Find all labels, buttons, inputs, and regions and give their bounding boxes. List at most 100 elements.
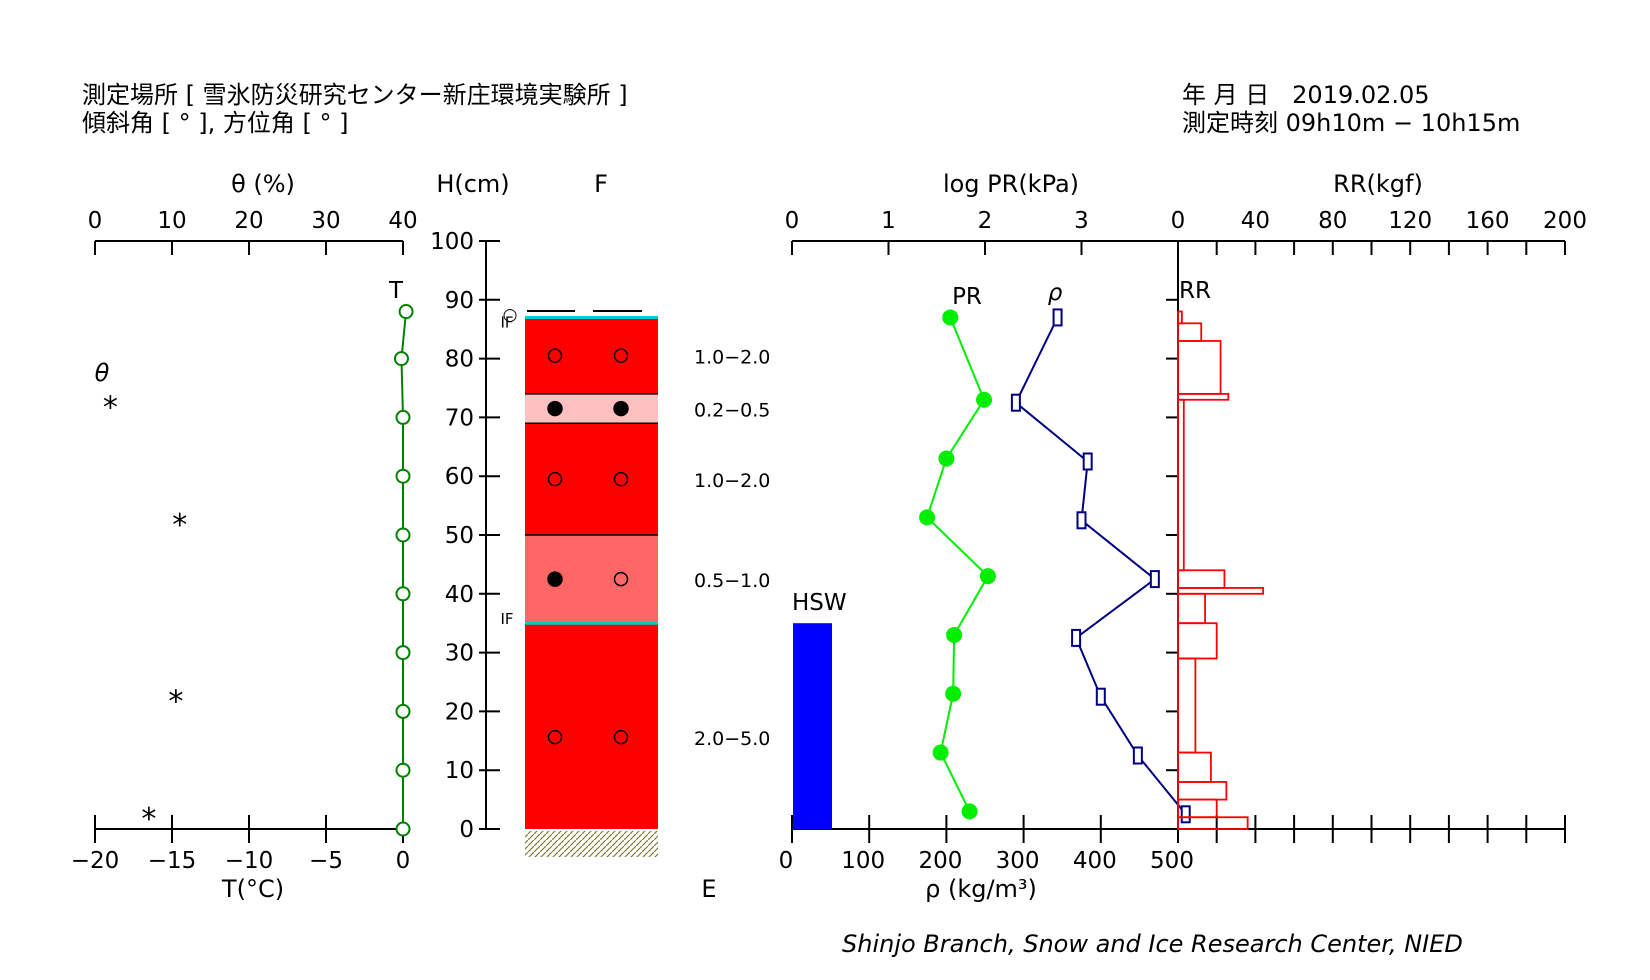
height-tick-label: 90	[445, 288, 474, 314]
temperature-point	[393, 351, 409, 367]
rr-tick-label: 200	[1543, 208, 1587, 234]
density-point	[1076, 511, 1087, 530]
column-label-f: F	[594, 170, 608, 198]
time-value: 09h10m − 10h15m	[1285, 109, 1521, 137]
density-tick-label: 100	[841, 848, 885, 874]
rr-tick-label: 120	[1388, 208, 1432, 234]
density-axis-title: ρ (kg/m³)	[925, 875, 1037, 903]
rr-bar	[1177, 398, 1185, 572]
footer-credit: Shinjo Branch, Snow and Ice Research Cen…	[842, 930, 1463, 958]
rr-bar	[1177, 622, 1218, 660]
grain-shape-mark	[547, 348, 563, 363]
theta-series-label: θ	[95, 359, 110, 387]
date-value: 2019.02.05	[1292, 81, 1430, 109]
rr-tick-label: 0	[1171, 208, 1186, 234]
height-tick-label: 70	[445, 405, 474, 431]
rr-bar	[1177, 310, 1183, 325]
pr-series-label: PR	[952, 284, 982, 310]
grain-shape-mark	[613, 400, 629, 417]
density-point	[1010, 393, 1021, 412]
rr-axis-title: RR(kgf)	[1333, 170, 1423, 198]
theta-point: *	[141, 802, 156, 837]
density-tick-label: 500	[1150, 848, 1194, 874]
pr-line	[925, 317, 990, 812]
date-label: 年 月 日	[1182, 81, 1270, 109]
snow-layer	[525, 623, 658, 829]
rr-bar	[1177, 569, 1226, 589]
density-point	[1082, 452, 1093, 471]
rr-bar	[1177, 657, 1197, 754]
temperature-point	[395, 409, 411, 425]
temperature-axis-title: T(°C)	[221, 875, 284, 903]
height-tick-label: 40	[445, 582, 474, 608]
height-tick-label: 0	[459, 817, 474, 843]
grain-size-label: 2.0−5.0	[694, 728, 770, 750]
temperature-point	[395, 703, 411, 719]
grain-size-label: 1.0−2.0	[694, 470, 770, 492]
time-row: 測定時刻 09h10m − 10h15m	[1182, 110, 1520, 137]
height-tick-label: 100	[430, 229, 474, 255]
temperature-point	[398, 304, 414, 320]
temperature-point	[395, 527, 411, 543]
surface-mark: ○	[503, 305, 518, 325]
density-tick-label: 400	[1073, 848, 1117, 874]
rr-tick-label: 40	[1241, 208, 1270, 234]
column-label-e: E	[701, 875, 716, 903]
temperature-tick-label: 0	[396, 848, 411, 874]
temperature-series-label: T	[388, 278, 404, 304]
grain-shape-mark	[613, 348, 629, 363]
ground-hatch	[525, 831, 658, 857]
pr-point	[946, 626, 963, 643]
pr-tick-label: 0	[785, 208, 800, 234]
height-tick-label: 10	[445, 758, 474, 784]
height-axis-title: H(cm)	[436, 170, 509, 198]
rr-bar	[1177, 751, 1212, 783]
temperature-tick-label: −5	[309, 848, 343, 874]
rr-bar	[1177, 587, 1265, 595]
grain-shape-mark	[613, 571, 629, 587]
density-point	[1149, 570, 1160, 589]
pr-point	[945, 685, 962, 702]
temperature-point	[395, 645, 411, 661]
rr-tick-label: 80	[1318, 208, 1347, 234]
theta-axis-title: θ (%)	[231, 170, 295, 198]
theta-tick-label: 20	[234, 208, 263, 234]
temperature-tick-label: −15	[148, 848, 197, 874]
height-tick-label: 20	[445, 699, 474, 725]
height-tick-label: 50	[445, 523, 474, 549]
density-point	[1095, 687, 1106, 706]
hsw-label: HSW	[792, 590, 847, 616]
location-name: [ 雪氷防災研究センター新庄環境実験所 ]	[185, 81, 628, 109]
pr-point	[976, 391, 993, 408]
pr-point	[942, 309, 959, 326]
theta-tick-label: 40	[388, 208, 417, 234]
pr-point	[932, 744, 949, 761]
grain-size-label: 0.5−1.0	[694, 570, 770, 592]
temperature-point	[395, 586, 411, 602]
hsw-bar	[793, 623, 832, 829]
height-tick-label: 80	[445, 347, 474, 373]
grain-size-label: 1.0−2.0	[694, 347, 770, 369]
pr-tick-label: 1	[881, 208, 896, 234]
theta-point: *	[172, 508, 187, 543]
temperature-tick-label: −20	[71, 848, 120, 874]
pr-axis-title: log PR(kPa)	[943, 170, 1079, 198]
snow-layer	[525, 535, 658, 624]
grain-shape-mark	[547, 471, 563, 487]
temperature-tick-label: −10	[225, 848, 274, 874]
density-point	[1132, 746, 1143, 765]
grain-shape-mark	[547, 571, 563, 587]
theta-point: *	[168, 685, 183, 720]
grain-shape-mark	[547, 400, 563, 417]
density-series-label: ρ	[1048, 280, 1063, 306]
height-tick-label: 30	[445, 641, 474, 667]
theta-tick-label: 10	[157, 208, 186, 234]
grain-shape-mark	[613, 729, 629, 745]
density-point	[1180, 805, 1191, 824]
rr-series-label: RR	[1179, 278, 1211, 304]
temperature-line	[400, 311, 408, 829]
density-tick-label: 200	[918, 848, 962, 874]
theta-tick-label: 30	[311, 208, 340, 234]
rr-bar	[1177, 322, 1203, 342]
